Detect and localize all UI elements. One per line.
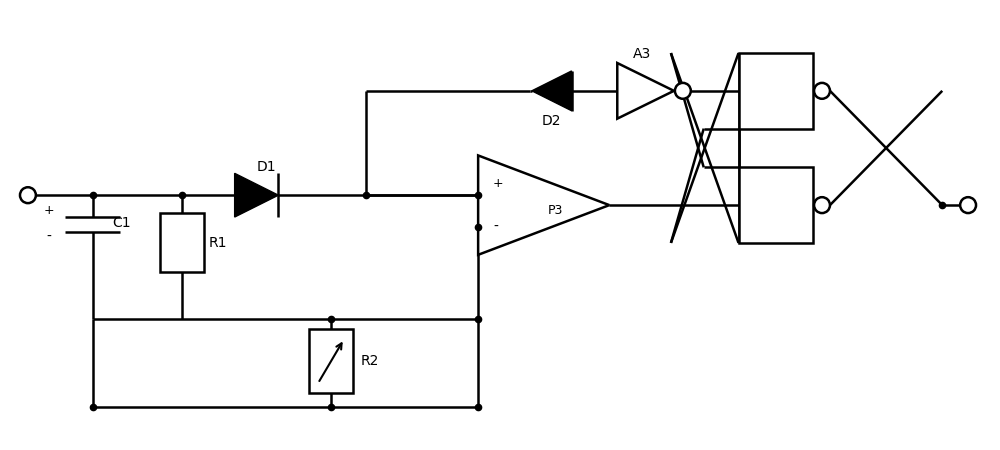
Bar <box>739 167 813 243</box>
Text: +: + <box>43 203 54 216</box>
Text: -: - <box>746 102 751 116</box>
Text: +: + <box>746 184 757 197</box>
Text: -: - <box>493 220 498 234</box>
Text: D2: D2 <box>542 114 561 128</box>
Text: A2: A2 <box>772 198 788 211</box>
Text: P3: P3 <box>548 203 563 216</box>
Bar <box>309 329 353 393</box>
Polygon shape <box>235 173 278 217</box>
Polygon shape <box>478 155 609 255</box>
Text: +: + <box>493 177 504 190</box>
Circle shape <box>960 197 976 213</box>
Text: D1: D1 <box>257 160 276 174</box>
Text: A1: A1 <box>772 84 788 97</box>
Text: R1: R1 <box>209 236 227 250</box>
Text: -: - <box>46 230 51 244</box>
Text: C1: C1 <box>112 216 131 230</box>
Polygon shape <box>617 63 674 119</box>
Text: A3: A3 <box>633 47 651 61</box>
Circle shape <box>20 187 36 203</box>
Polygon shape <box>532 71 572 111</box>
Text: +: + <box>746 69 757 82</box>
Circle shape <box>814 83 830 99</box>
Circle shape <box>675 83 691 99</box>
Circle shape <box>814 197 830 213</box>
Bar <box>739 53 813 129</box>
Bar <box>160 213 204 272</box>
Text: -: - <box>746 216 751 230</box>
Text: R2: R2 <box>361 354 379 368</box>
